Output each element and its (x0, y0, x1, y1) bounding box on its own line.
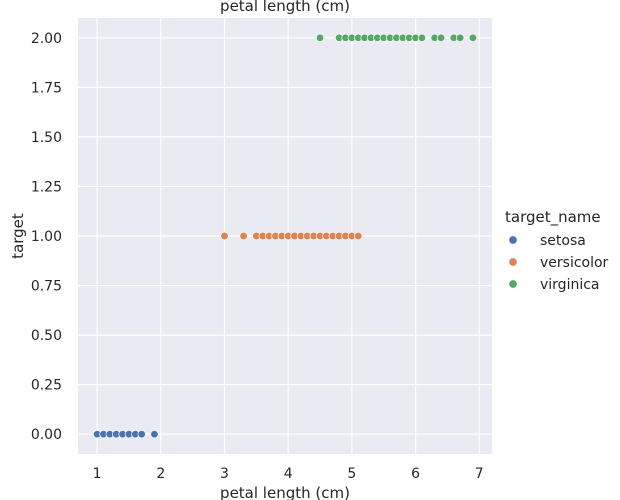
legend-label: virginica (540, 277, 600, 293)
data-point (456, 33, 465, 42)
legend-label: setosa (540, 233, 586, 249)
data-point (468, 33, 478, 42)
y-tick-labels: 0.00 0.25 0.50 0.75 1.00 1.25 1.50 1.75 2.00 (31, 31, 62, 443)
y-tick-label: 0.50 (31, 328, 62, 344)
y-tick-label: 1.00 (31, 229, 62, 245)
legend-marker (508, 257, 518, 267)
data-point (417, 33, 427, 42)
x-axis-label: petal length (cm) (220, 484, 350, 500)
data-point (150, 430, 159, 439)
y-tick-label: 0.00 (31, 427, 62, 443)
data-points (92, 33, 478, 439)
x-tick-label: 2 (156, 466, 165, 482)
data-point (137, 430, 146, 439)
x-tick-label: 7 (475, 466, 484, 482)
y-tick-label: 2.00 (31, 31, 62, 47)
legend-title: target_name (505, 208, 601, 227)
y-tick-label: 1.50 (31, 130, 62, 146)
grid-lines (78, 18, 492, 454)
y-axis-label: target (9, 213, 27, 259)
y-tick-label: 1.25 (31, 179, 62, 195)
data-point (239, 231, 248, 241)
legend-marker (508, 235, 518, 245)
y-tick-label: 0.25 (31, 378, 62, 394)
x-tick-label: 6 (411, 466, 420, 482)
data-point (436, 33, 446, 42)
y-tick-label: 0.75 (31, 279, 62, 295)
legend-marker (508, 279, 518, 289)
legend: target_name setosa versicolor virginica (505, 208, 609, 293)
legend-label: versicolor (540, 255, 609, 271)
x-tick-label: 3 (220, 466, 229, 482)
x-tick-label: 4 (284, 466, 293, 482)
chart-title: petal length (cm) (220, 0, 350, 15)
data-point (354, 231, 363, 241)
x-tick-label: 1 (93, 466, 102, 482)
data-point (315, 33, 325, 42)
x-tick-label: 5 (347, 466, 356, 482)
x-tick-labels: 1 2 3 4 5 6 7 (93, 466, 484, 482)
data-point (220, 231, 229, 241)
y-tick-label: 1.75 (31, 80, 62, 96)
